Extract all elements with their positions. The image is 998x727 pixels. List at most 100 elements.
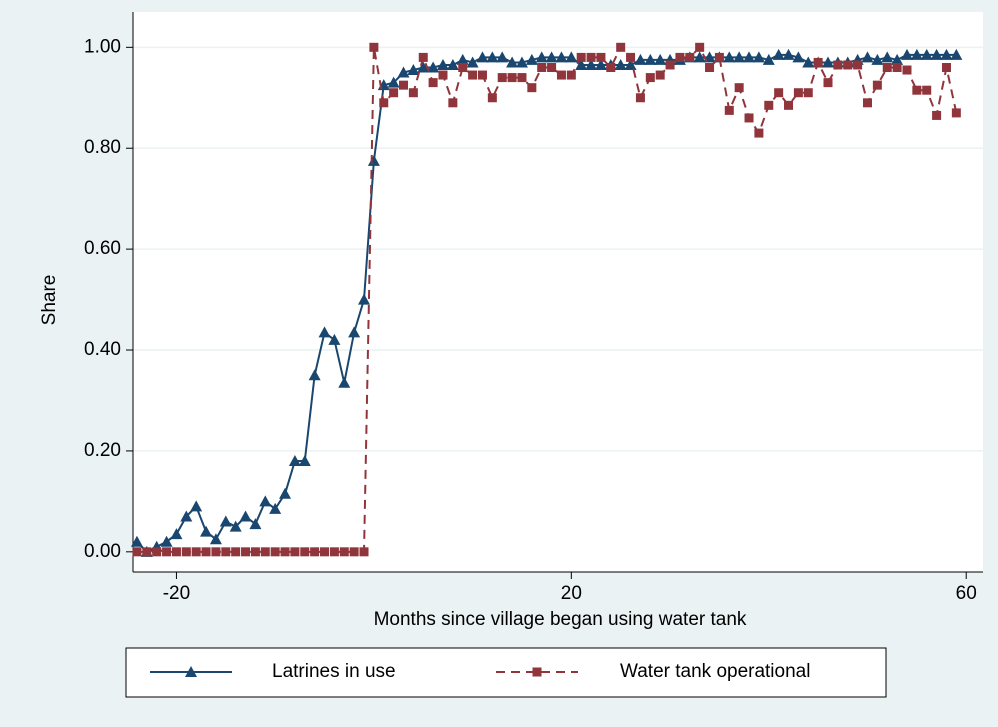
legend-box [125,647,887,698]
data-point [219,515,232,527]
data-point [458,62,468,72]
data-point [734,83,744,93]
data-point [298,455,311,467]
y-tick-label: 0.00 [84,541,121,562]
data-point [891,53,904,65]
data-point [754,128,764,138]
data-point [170,528,183,540]
data-point [477,70,487,80]
data-point [446,58,459,70]
data-point [910,48,923,60]
data-point [675,52,685,62]
data-point [565,51,578,63]
data-point [556,70,566,80]
data-point [241,547,251,557]
data-point [387,76,400,88]
data-point [586,52,596,62]
data-point [496,51,509,63]
data-point [181,547,191,557]
data-point [900,48,913,60]
data-point [920,48,933,60]
data-point [328,333,341,345]
data-point [537,62,547,72]
data-point [614,58,627,70]
data-point [744,113,754,123]
data-point [705,62,715,72]
data-point [290,547,300,557]
data-point [308,369,321,381]
y-axis-label: Share [39,275,60,326]
data-point [300,547,310,557]
y-tick-label: 1.00 [84,36,121,57]
data-point [250,547,260,557]
data-point [438,70,448,80]
data-point [803,88,813,98]
data-point [665,60,675,70]
data-point [338,376,351,388]
data-point [486,51,499,63]
plot-area [133,12,983,572]
data-point [843,60,853,70]
data-point [654,53,667,65]
data-point [733,51,746,63]
data-point [428,78,438,88]
data-point [862,98,872,108]
data-point [468,70,478,80]
data-point [201,547,211,557]
data-point [822,56,835,68]
data-point [358,293,371,305]
data-point [329,547,339,557]
data-point [221,547,231,557]
data-point [507,73,517,83]
data-point [436,58,449,70]
data-point [882,62,892,72]
data-point [585,58,598,70]
data-point [555,51,568,63]
data-point [259,495,272,507]
data-point [764,100,774,110]
data-point [693,51,706,63]
data-point [930,48,943,60]
data-point [506,56,519,68]
data-point [950,48,963,60]
data-point [162,547,172,557]
data-point [487,93,497,103]
data-point [231,547,241,557]
data-point [566,70,576,80]
legend-marker [532,667,542,677]
data-point [310,547,320,557]
data-point [369,42,379,52]
data-point [547,62,557,72]
y-tick-label: 0.20 [84,440,121,461]
data-point [152,547,162,557]
data-point [397,66,410,78]
data-point [517,73,527,83]
data-point [752,51,765,63]
data-point [320,547,330,557]
data-point [932,110,942,120]
data-point [515,56,528,68]
data-point [624,58,637,70]
data-point [545,51,558,63]
data-point [389,88,399,98]
data-point [270,547,280,557]
data-point [802,56,815,68]
data-point [616,42,626,52]
data-point [714,52,724,62]
x-tick-label: 20 [561,583,582,604]
data-point [596,52,606,62]
data-point [772,48,785,60]
data-point [743,51,756,63]
data-point [497,73,507,83]
legend-marker [185,666,197,677]
data-point [723,51,736,63]
data-point [249,518,262,530]
data-point [130,535,143,547]
y-tick-label: 0.40 [84,339,121,360]
data-point [853,60,863,70]
data-point [902,65,912,75]
data-point [398,80,408,90]
data-point [576,52,586,62]
data-point [941,62,951,72]
